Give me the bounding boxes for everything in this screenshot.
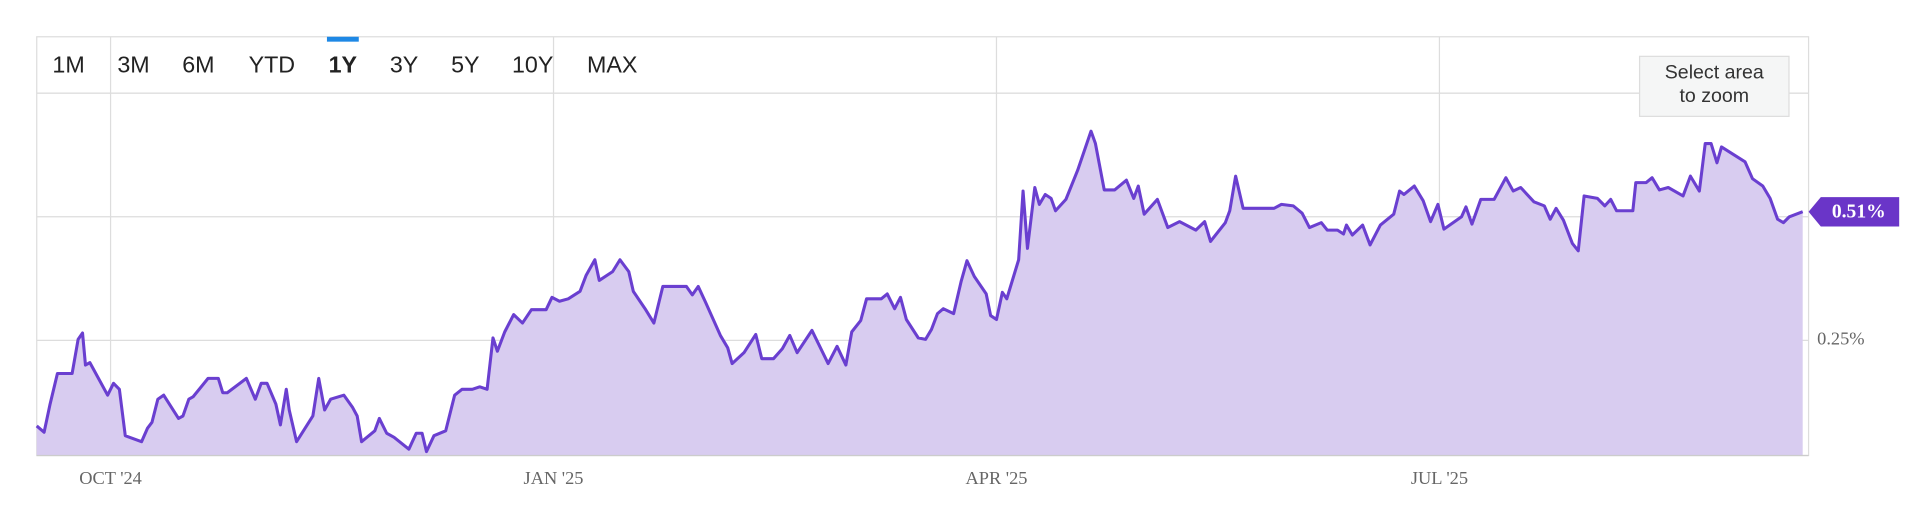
zoom-button[interactable]: Select area to zoom xyxy=(1638,55,1790,117)
range-button: MAX xyxy=(587,51,638,77)
y-tick-label: 0.25% xyxy=(1817,329,1864,349)
x-tick-label: JUL '25 xyxy=(1411,468,1468,488)
area-fill xyxy=(36,131,1803,456)
range-button[interactable]: 3Y xyxy=(390,51,418,77)
range-button: 10Y xyxy=(512,51,553,77)
range-button[interactable]: 3M xyxy=(117,51,149,77)
zoom-text[interactable]: to zoom xyxy=(1679,85,1749,107)
x-tick-label: OCT '24 xyxy=(79,468,142,488)
range-button[interactable]: 1M xyxy=(52,51,84,77)
zoom-box[interactable] xyxy=(1638,55,1790,117)
x-tick-label: JAN '25 xyxy=(524,468,584,488)
current-value-label: 0.51% xyxy=(1832,201,1886,222)
area-line xyxy=(35,129,1804,454)
current-value-flag xyxy=(1808,197,1900,227)
x-tick-label: APR '25 xyxy=(965,468,1027,488)
range-button[interactable]: YTD xyxy=(249,51,296,77)
range-button[interactable]: 6M xyxy=(182,51,214,77)
active-indicator xyxy=(326,36,359,42)
range-button[interactable]: 5Y xyxy=(451,51,479,77)
zoom-text[interactable]: Select area xyxy=(1665,62,1764,84)
range-button[interactable]: 1Y xyxy=(329,51,358,77)
